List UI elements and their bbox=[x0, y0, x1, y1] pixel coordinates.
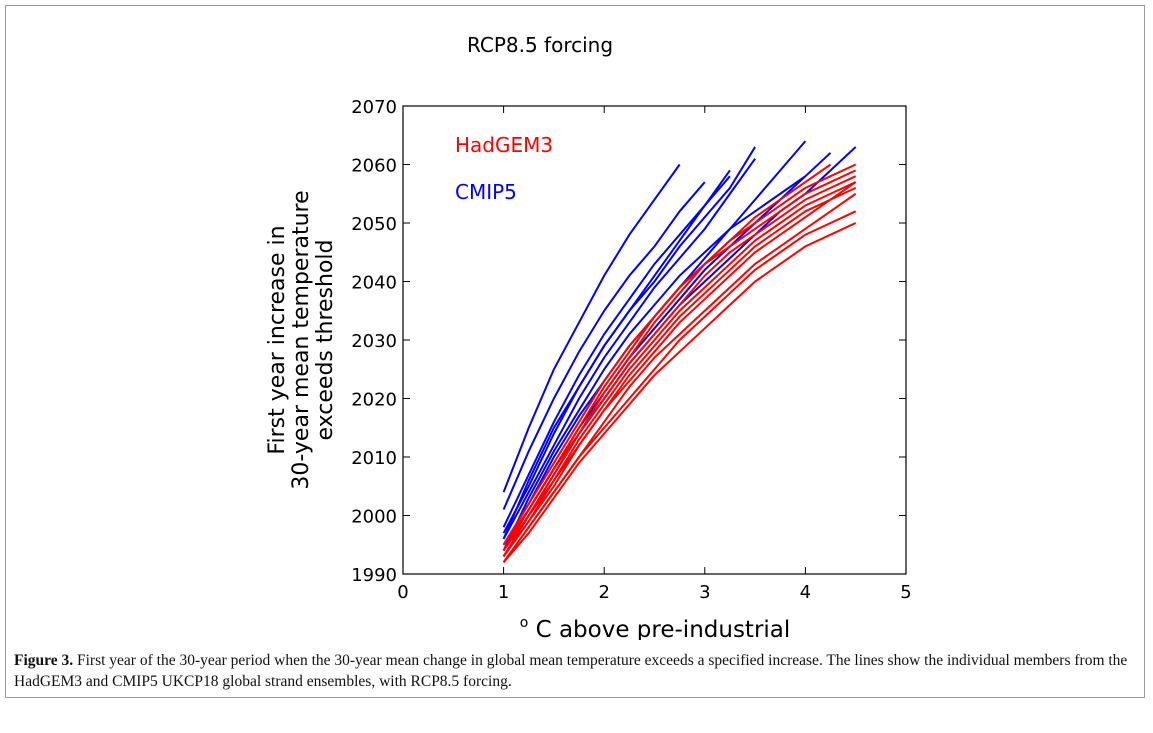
y-tick-label: 2000 bbox=[351, 507, 397, 528]
y-tick-label: 2040 bbox=[351, 273, 397, 294]
y-tick-label: 2020 bbox=[351, 390, 397, 411]
series-line bbox=[502, 175, 731, 534]
y-tick-label: 2010 bbox=[351, 448, 397, 469]
series-line bbox=[502, 169, 857, 546]
figure-frame bbox=[5, 5, 1145, 698]
y-label-line: 30-year mean temperature bbox=[289, 190, 314, 489]
y-tick-label: 2070 bbox=[351, 97, 397, 118]
series-line bbox=[502, 222, 857, 563]
series-line bbox=[502, 158, 756, 540]
plot-frame bbox=[402, 105, 907, 575]
series-line bbox=[502, 152, 832, 552]
chart: RCP8.5 forcing o C above pre-industrial … bbox=[265, 33, 912, 640]
x-tick-label: 3 bbox=[699, 582, 710, 603]
legend-label: CMIP5 bbox=[455, 180, 517, 204]
x-tick-label: 0 bbox=[397, 582, 408, 603]
x-tick-label: 1 bbox=[498, 582, 509, 603]
x-label-superscript: o bbox=[520, 615, 529, 631]
y-label-line: First year increase in bbox=[265, 225, 290, 454]
legend-label: HadGEM3 bbox=[455, 133, 553, 157]
caption: Figure 3. First year of the 30-year peri… bbox=[14, 650, 1139, 692]
x-axis-label: o C above pre-industrial bbox=[520, 615, 791, 640]
caption-text: First year of the 30-year period when th… bbox=[14, 652, 1128, 690]
series-line bbox=[502, 181, 706, 511]
series-line bbox=[502, 175, 806, 552]
x-tick-label: 2 bbox=[598, 582, 609, 603]
caption-label: Figure 3. bbox=[14, 652, 74, 669]
y-tick-label: 1990 bbox=[351, 565, 397, 586]
y-tick-label: 2050 bbox=[351, 214, 397, 235]
chart-title: RCP8.5 forcing bbox=[467, 33, 613, 57]
series-line bbox=[502, 186, 857, 558]
y-tick-label: 2060 bbox=[351, 156, 397, 177]
series-line bbox=[502, 163, 832, 552]
series-line bbox=[502, 169, 731, 528]
y-tick-label: 2030 bbox=[351, 331, 397, 352]
x-tick-label: 5 bbox=[900, 582, 911, 603]
x-label-text: C above pre-industrial bbox=[528, 617, 790, 640]
series-line bbox=[502, 163, 681, 493]
series-line bbox=[502, 210, 857, 563]
series-line bbox=[502, 181, 857, 557]
series-line bbox=[502, 175, 857, 552]
series-line bbox=[502, 181, 857, 558]
x-tick-label: 4 bbox=[800, 582, 811, 603]
y-axis-label: First year increase in30-year mean tempe… bbox=[265, 190, 338, 489]
y-label-line: exceeds threshold bbox=[313, 240, 338, 441]
